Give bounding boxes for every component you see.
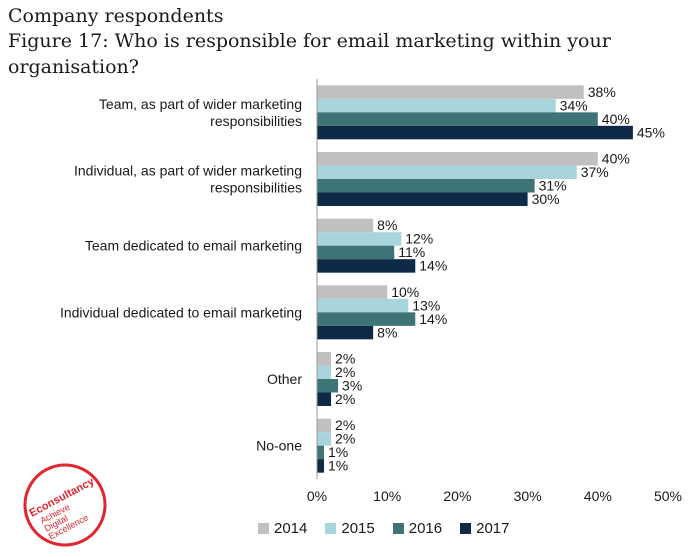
bar-2017-4 <box>317 392 332 406</box>
category-label-3-0: Individual dedicated to email marketing <box>60 304 302 320</box>
bar-2016-2 <box>317 245 395 260</box>
chart-header: Company respondents Figure 17: Who is re… <box>8 4 700 80</box>
x-tick-label-4: 40% <box>584 488 612 504</box>
data-label-2014-3: 10% <box>391 284 419 300</box>
category-label-0-1: responsibilities <box>210 113 302 129</box>
legend-item-2016: 2016 <box>392 520 443 537</box>
legend-label-2014: 2014 <box>274 520 308 537</box>
bar-2017-5 <box>317 459 325 473</box>
bar-2015-2 <box>317 232 402 246</box>
category-label-0-0: Team, as part of wider marketing <box>99 96 302 112</box>
legend-swatch-2016 <box>392 523 404 534</box>
bar-2016-0 <box>317 112 598 126</box>
bar-2016-1 <box>317 179 535 193</box>
x-tick-label-5: 50% <box>654 488 682 504</box>
bar-2016-4 <box>317 379 339 393</box>
bar-2015-4 <box>317 365 332 379</box>
data-label-2014-5: 2% <box>335 417 355 433</box>
data-label-2015-2: 12% <box>405 231 433 247</box>
chart-title: Figure 17: Who is responsible for email … <box>8 30 611 78</box>
x-tick-label-0: 0% <box>307 488 327 504</box>
legend-swatch-2017 <box>460 523 472 534</box>
bar-2015-1 <box>317 165 577 179</box>
bar-2016-3 <box>317 312 416 326</box>
chart-subtitle: Company respondents <box>8 5 224 27</box>
data-label-2017-4: 2% <box>335 391 355 407</box>
data-label-2015-5: 2% <box>335 431 355 447</box>
data-label-2015-4: 2% <box>335 364 355 380</box>
bar-2014-2 <box>317 218 374 233</box>
legend-swatch-2014 <box>258 523 269 534</box>
bar-2014-4 <box>317 352 332 366</box>
data-label-2015-3: 13% <box>412 297 440 313</box>
legend-swatch-2015 <box>325 523 337 534</box>
bar-2017-0 <box>317 125 633 140</box>
data-label-2016-1: 31% <box>539 178 567 194</box>
bar-2014-0 <box>317 85 584 99</box>
legend-label-2015: 2015 <box>341 520 375 537</box>
category-label-1-0: Individual, as part of wider marketing <box>74 163 302 179</box>
bar-2015-0 <box>317 98 556 113</box>
chart-legend: 2014 2015 2016 2017 <box>258 520 510 537</box>
legend-item-2017: 2017 <box>460 520 510 537</box>
category-label-4-0: Other <box>267 371 302 387</box>
data-label-2017-1: 30% <box>532 191 560 207</box>
x-tick-label-3: 30% <box>514 488 542 504</box>
bar-2014-5 <box>317 418 332 433</box>
bar-2017-2 <box>317 259 416 273</box>
data-label-2015-0: 34% <box>560 97 588 113</box>
data-label-2014-1: 40% <box>602 151 630 167</box>
data-label-2014-4: 2% <box>335 351 355 367</box>
data-label-2016-0: 40% <box>602 111 630 127</box>
legend-label-2017: 2017 <box>476 520 510 537</box>
legend-item-2015: 2015 <box>325 520 375 537</box>
data-label-2017-3: 8% <box>377 324 397 340</box>
legend-label-2016: 2016 <box>408 520 443 537</box>
bar-2017-3 <box>317 325 374 340</box>
data-label-2016-2: 11% <box>398 244 425 260</box>
data-label-2017-0: 45% <box>637 124 665 140</box>
data-label-2014-2: 8% <box>377 217 397 233</box>
bar-2017-1 <box>317 192 528 206</box>
x-tick-label-1: 10% <box>373 488 401 504</box>
x-tick-label-2: 20% <box>443 488 471 504</box>
econsultancy-logo: Econsultancy Achieve Digital Excellence <box>23 463 107 547</box>
data-label-2014-0: 38% <box>588 84 616 100</box>
legend-item-2014: 2014 <box>258 520 307 537</box>
category-label-2-0: Team dedicated to email marketing <box>85 238 302 254</box>
data-label-2016-5: 1% <box>328 444 348 460</box>
bar-2015-3 <box>317 298 409 313</box>
category-label-5-0: No-one <box>256 438 302 454</box>
bar-2014-1 <box>317 152 598 166</box>
bar-2016-5 <box>317 445 325 460</box>
bar-2015-5 <box>317 432 332 446</box>
data-label-2015-1: 37% <box>581 164 609 180</box>
bar-2014-3 <box>317 285 388 299</box>
data-label-2017-2: 14% <box>419 258 447 274</box>
data-label-2016-3: 14% <box>419 311 447 327</box>
category-label-1-1: responsibilities <box>210 180 302 196</box>
data-label-2016-4: 3% <box>342 378 362 394</box>
data-label-2017-5: 1% <box>328 458 348 474</box>
